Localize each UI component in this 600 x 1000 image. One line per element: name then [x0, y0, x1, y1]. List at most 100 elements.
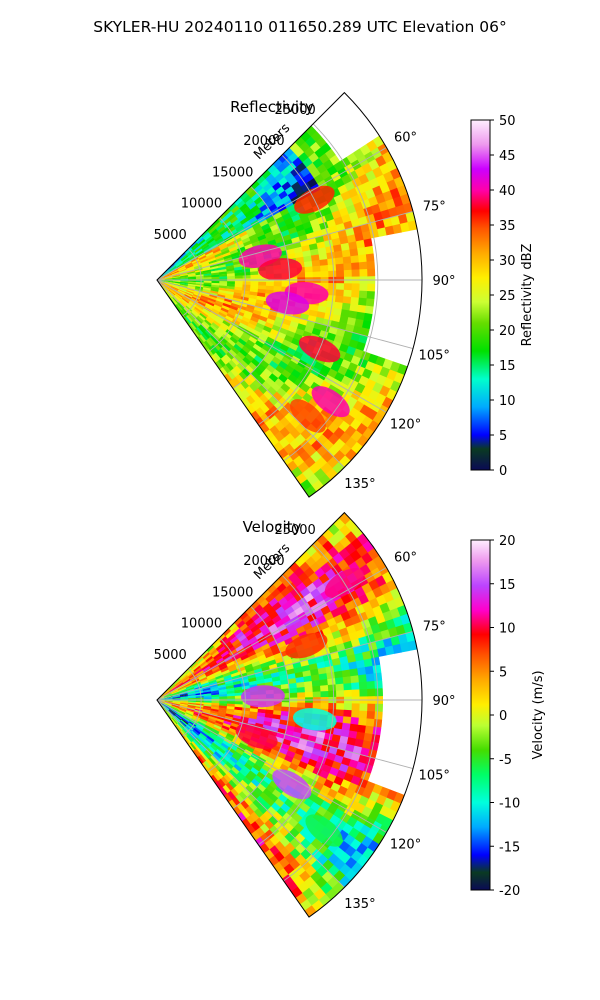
field-cell	[201, 713, 210, 719]
field-cell	[219, 215, 229, 224]
field-cell	[255, 827, 266, 838]
field-cell	[350, 218, 361, 228]
field-cell	[259, 203, 269, 213]
field-cell	[199, 298, 208, 304]
field-cell	[201, 243, 210, 251]
field-cell	[389, 187, 401, 200]
field-cell	[268, 203, 278, 212]
field-cell	[271, 614, 282, 624]
field-cell	[365, 188, 376, 200]
field-cell	[286, 347, 297, 357]
field-cell	[302, 769, 313, 779]
field-cell	[340, 309, 350, 318]
field-cell	[171, 692, 180, 696]
field-cell	[261, 749, 271, 758]
field-cell	[397, 336, 409, 348]
field-cell	[204, 669, 214, 676]
field-cell	[310, 674, 320, 682]
field-cell	[217, 681, 226, 687]
field-cell	[293, 620, 304, 630]
field-cell	[184, 714, 193, 720]
field-cell	[226, 703, 236, 707]
field-cell	[240, 653, 250, 661]
field-cell	[217, 714, 226, 719]
field-cell	[162, 284, 170, 291]
field-cell	[195, 697, 205, 700]
field-cell	[333, 334, 344, 344]
field-cell	[373, 252, 383, 262]
field-cell	[320, 784, 332, 796]
field-cell	[221, 638, 231, 647]
field-cell	[179, 284, 189, 288]
field-cell	[197, 336, 205, 345]
field-cell	[164, 283, 172, 287]
field-cell	[169, 708, 177, 715]
field-cell	[246, 632, 256, 641]
field-cell	[250, 347, 260, 356]
field-cell	[182, 257, 191, 264]
field-cell	[399, 327, 410, 339]
field-cell	[291, 213, 302, 223]
field-cell	[207, 255, 216, 261]
field-cell	[388, 206, 399, 218]
field-cell	[392, 196, 404, 208]
field-cell	[259, 611, 270, 621]
field-cell	[281, 706, 290, 712]
field-cell	[364, 361, 376, 372]
field-cell	[365, 673, 375, 683]
field-cell	[189, 300, 198, 306]
field-cell	[223, 254, 233, 260]
field-cell	[375, 639, 386, 650]
field-cell	[395, 764, 406, 776]
field-cell	[213, 670, 223, 676]
field-cell	[278, 644, 289, 653]
field-cell	[246, 759, 256, 768]
field-cell	[334, 295, 344, 304]
field-cell	[228, 648, 238, 656]
field-cell	[219, 648, 228, 656]
field-cell	[378, 315, 389, 326]
field-cell	[193, 712, 202, 718]
field-cell	[184, 726, 192, 734]
field-cell	[343, 283, 353, 291]
field-cell	[183, 678, 191, 684]
field-cell	[326, 251, 336, 260]
field-cell	[186, 709, 195, 713]
field-cell	[203, 273, 212, 277]
field-cell	[191, 310, 199, 318]
field-cell	[367, 268, 376, 277]
field-cell	[254, 226, 264, 235]
field-cell	[272, 211, 283, 221]
field-cell	[202, 265, 211, 270]
field-cell	[205, 758, 214, 768]
field-cell	[226, 286, 236, 290]
field-cell	[320, 702, 329, 710]
field-cell	[241, 818, 252, 829]
field-cell	[164, 280, 174, 282]
field-cell	[389, 781, 401, 793]
field-cell	[255, 407, 266, 418]
field-cell	[214, 302, 223, 308]
field-cell	[413, 686, 423, 696]
field-cell	[164, 282, 173, 287]
field-cell	[221, 725, 231, 731]
field-cell	[238, 249, 247, 256]
field-cell	[206, 747, 215, 756]
field-cell	[271, 718, 281, 725]
field-cell	[300, 774, 311, 784]
field-cell	[235, 340, 245, 350]
field-cell	[242, 275, 252, 279]
field-cell	[284, 334, 294, 344]
field-cell	[254, 340, 265, 349]
field-cell	[385, 350, 396, 362]
field-cell	[405, 757, 416, 770]
field-cell	[162, 269, 170, 276]
reflectivity-title: Reflectivity	[230, 98, 314, 116]
field-cell	[229, 635, 239, 644]
field-cell	[272, 631, 283, 641]
field-cell	[184, 713, 193, 718]
field-cell	[242, 776, 252, 786]
field-cell	[335, 289, 345, 297]
field-cell	[210, 708, 220, 713]
field-cell	[189, 720, 198, 726]
